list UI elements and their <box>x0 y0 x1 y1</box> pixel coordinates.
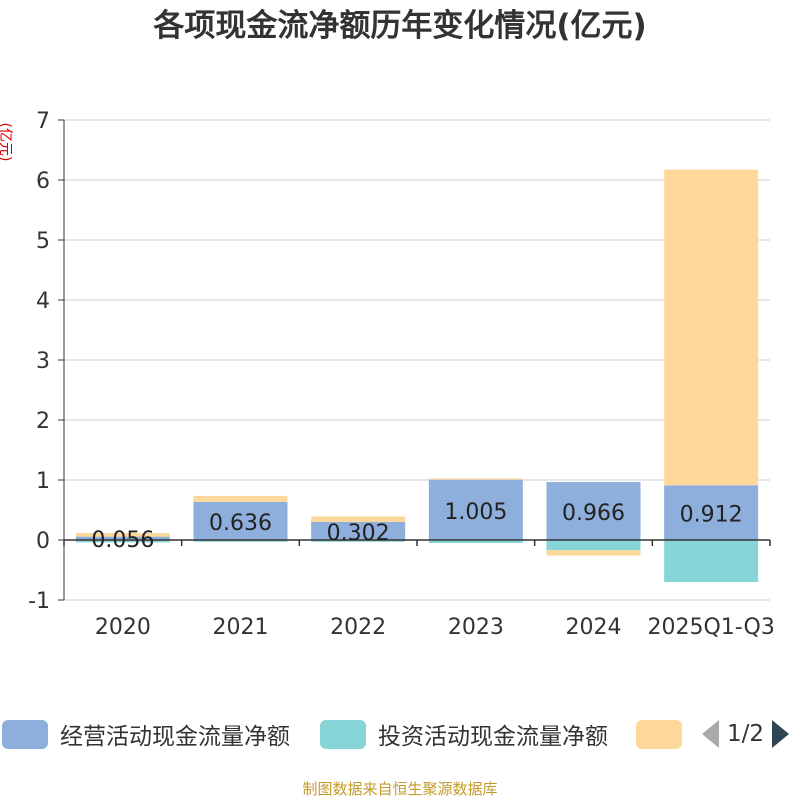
x-tick-label: 2022 <box>330 615 386 640</box>
bar-financing <box>193 495 288 502</box>
x-tick-label: 2021 <box>213 615 269 640</box>
y-tick-label: 7 <box>36 109 50 134</box>
y-tick-label: 3 <box>36 349 50 374</box>
y-tick-label: 5 <box>36 229 50 254</box>
legend-page-indicator: 1/2 <box>727 721 765 747</box>
legend-swatch-financing <box>636 719 682 749</box>
data-label: 0.966 <box>562 501 625 526</box>
bar-investing <box>311 540 406 542</box>
chart-title: 各项现金流净额历年变化情况(亿元) <box>153 8 647 44</box>
y-tick-label: 2 <box>36 409 50 434</box>
x-tick-label: 2025Q1-Q3 <box>647 615 774 640</box>
bar-financing <box>546 550 641 556</box>
legend-label-operating: 经营活动现金流量净额 <box>60 724 290 750</box>
legend-label-investing: 投资活动现金流量净额 <box>378 724 608 750</box>
bar-financing <box>311 516 406 522</box>
source-footer: 制图数据来自恒生聚源数据库 <box>302 780 498 798</box>
y-tick-label: 0 <box>36 529 50 554</box>
bar-investing <box>75 540 170 543</box>
cashflow-chart: -1 0 1 2 3 4 5 6 7 2020 2021 2022 2023 2024 2025Q1-Q3 0… <box>28 109 775 640</box>
x-tick-label: 2020 <box>95 615 151 640</box>
legend-item-financing[interactable] <box>636 716 682 752</box>
bar-financing <box>428 478 523 480</box>
bar-operating <box>546 482 641 540</box>
bar-operating <box>664 485 759 540</box>
legend-pager: 1/2 <box>702 716 790 752</box>
x-tick-label: 2024 <box>566 615 622 640</box>
y-tick-label: 1 <box>36 469 50 494</box>
bar-investing <box>193 540 288 542</box>
y-tick-label: 4 <box>36 289 50 314</box>
bar-investing <box>664 540 759 582</box>
data-label: 0.912 <box>680 503 743 528</box>
bar-financing <box>75 533 170 537</box>
legend-item-investing[interactable]: 投资活动现金流量净额 <box>320 716 608 752</box>
x-tick-label: 2023 <box>448 615 504 640</box>
bar-operating <box>311 521 406 540</box>
bar-investing <box>428 540 523 543</box>
legend-prev-icon[interactable] <box>702 720 719 748</box>
legend-swatch-investing <box>320 719 366 749</box>
legend-next-icon[interactable] <box>772 720 790 748</box>
data-label: 1.005 <box>444 500 507 525</box>
y-tick-label: -1 <box>28 589 50 614</box>
legend-item-operating[interactable]: 经营活动现金流量净额 <box>2 716 290 752</box>
bar-operating <box>75 536 170 540</box>
data-label: 0.302 <box>327 521 390 546</box>
data-label: 0.056 <box>91 528 154 553</box>
bar-operating <box>428 479 523 540</box>
bar-operating <box>193 501 288 540</box>
legend: 经营活动现金流量净额 投资活动现金流量净额 1/2 <box>0 716 800 756</box>
legend-swatch-operating <box>2 719 48 749</box>
bar-investing <box>546 540 641 551</box>
bar-financing <box>664 169 759 486</box>
data-label: 0.636 <box>209 511 272 536</box>
y-tick-label: 6 <box>36 169 50 194</box>
